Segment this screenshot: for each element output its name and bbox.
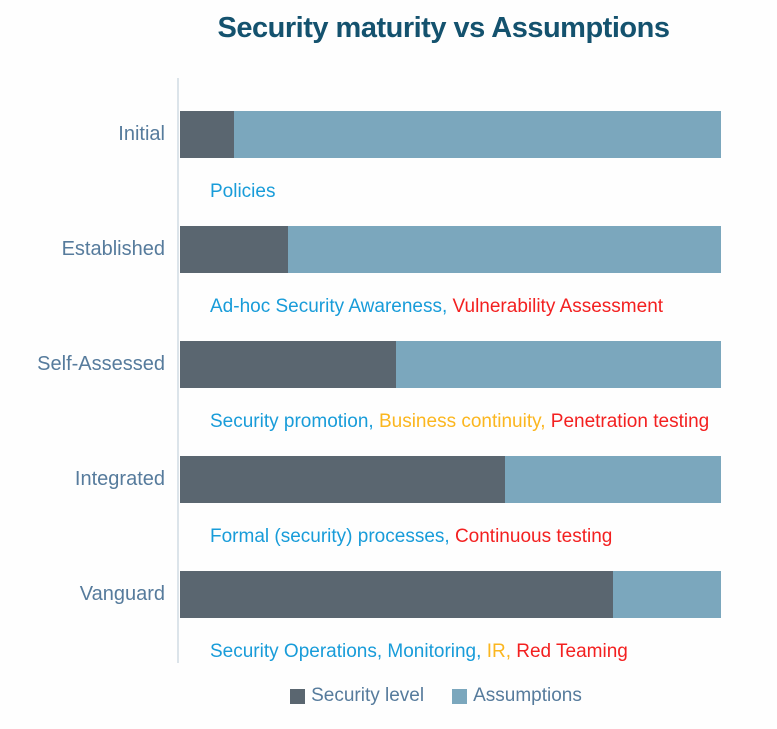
legend-label-security-level: Security level <box>311 685 425 706</box>
chart-title: Security maturity vs Assumptions <box>217 12 670 44</box>
annotation-part: Formal (security) processes, <box>210 526 455 547</box>
category-label-integrated: Integrated <box>74 468 165 490</box>
stacked-bar-vanguard <box>180 571 721 618</box>
legend-label-assumptions: Assumptions <box>473 685 582 706</box>
y-axis-line <box>177 78 179 663</box>
category-label-vanguard: Vanguard <box>79 583 165 605</box>
annotation-part: Penetration testing <box>550 411 710 432</box>
stacked-bar-self-assessed <box>180 341 721 388</box>
annotation-part: Continuous testing <box>454 526 613 547</box>
bar-segment-assumptions <box>504 456 721 503</box>
annotation-vanguard: Security Operations, Monitoring, IR, Red… <box>210 640 628 663</box>
annotation-part: Security promotion, <box>210 411 379 432</box>
annotation-part: IR, <box>486 641 517 662</box>
stacked-bar-established <box>180 226 721 273</box>
bar-segment-security-level <box>180 226 289 273</box>
legend: Security level Assumptions <box>95 685 777 707</box>
bar-segment-security-level <box>180 456 505 503</box>
annotation-self-assessed: Security promotion, Business continuity,… <box>210 410 709 433</box>
legend-item-security-level: Security level <box>290 685 424 707</box>
stacked-bar-initial <box>180 111 721 158</box>
legend-swatch-assumptions <box>452 688 468 704</box>
annotation-part: Security Operations, Monitoring, <box>210 641 487 662</box>
bar-segment-security-level <box>180 111 235 158</box>
bar-segment-assumptions <box>612 571 721 618</box>
category-label-established: Established <box>61 238 165 260</box>
annotation-part: Vulnerability Assessment <box>452 296 664 317</box>
annotation-part: Policies <box>210 181 276 202</box>
legend-item-assumptions: Assumptions <box>452 685 582 707</box>
bar-segment-assumptions <box>288 226 721 273</box>
annotation-part: Red Teaming <box>516 641 628 662</box>
bar-segment-assumptions <box>234 111 721 158</box>
annotation-established: Ad-hoc Security Awareness, Vulnerability… <box>210 295 663 318</box>
category-label-initial: Initial <box>118 123 165 145</box>
category-label-self-assessed: Self-Assessed <box>37 353 165 375</box>
bar-segment-security-level <box>180 571 613 618</box>
legend-swatch-security-level <box>290 688 306 704</box>
annotation-initial: Policies <box>210 180 275 203</box>
annotation-integrated: Formal (security) processes, Continuous … <box>210 525 612 548</box>
annotation-part: Business continuity, <box>378 411 551 432</box>
stacked-bar-integrated <box>180 456 721 503</box>
annotation-part: Ad-hoc Security Awareness, <box>210 296 453 317</box>
bar-segment-security-level <box>180 341 397 388</box>
bar-segment-assumptions <box>396 341 721 388</box>
